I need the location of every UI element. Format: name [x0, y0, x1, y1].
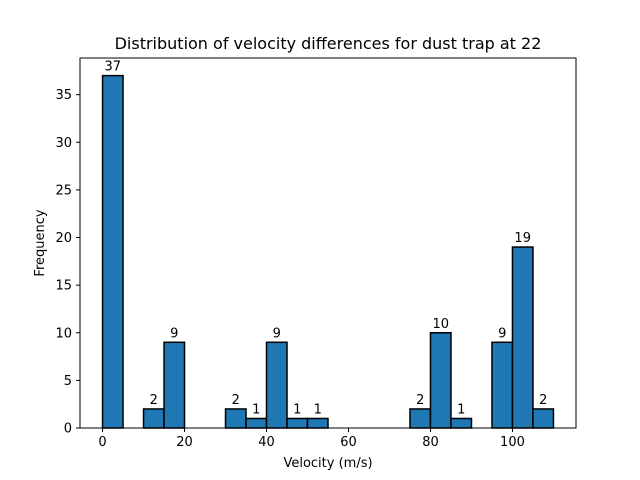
histogram-bar: [224, 408, 247, 429]
bar-value-label: 9: [273, 326, 281, 341]
histogram-bar: [450, 417, 473, 429]
y-axis-ticks: 0 5 10 15 20 25 30 35: [55, 88, 80, 437]
x-tick-label: 40: [258, 435, 275, 450]
bar-value-label: 9: [170, 326, 178, 341]
x-axis-label: Velocity (m/s): [283, 456, 372, 471]
histogram-bar: [101, 74, 124, 429]
y-tick-label: 0: [64, 422, 72, 437]
histogram-bar: [532, 408, 555, 429]
bar-value-label: 37: [105, 60, 122, 75]
y-tick-label: 25: [55, 183, 72, 198]
x-tick-label: 60: [340, 435, 357, 450]
histogram-bar: [142, 408, 165, 429]
histogram-bar: [429, 332, 452, 429]
y-axis-label: Frequency: [33, 209, 48, 276]
bar-value-label: 2: [539, 393, 547, 408]
histogram-bar: [245, 417, 268, 429]
y-tick-label: 35: [55, 88, 72, 103]
y-tick-label: 10: [55, 326, 72, 341]
histogram-bar: [286, 417, 309, 429]
histogram-bar: [511, 246, 534, 429]
y-tick-label: 15: [55, 279, 72, 294]
x-axis-ticks: 0 20 40 60 80 100: [98, 428, 525, 450]
chart-title: Distribution of velocity differences for…: [115, 34, 542, 53]
bar-value-label: 1: [252, 402, 260, 417]
x-tick-label: 100: [500, 435, 525, 450]
bar-value-label: 19: [514, 231, 531, 246]
bar-value-label: 9: [498, 326, 506, 341]
bar-value-label: 2: [416, 393, 424, 408]
bar-group: [101, 74, 555, 429]
x-tick-label: 0: [98, 435, 106, 450]
bar-value-label: 1: [314, 402, 322, 417]
histogram-bar: [163, 341, 186, 429]
bar-value-label: 10: [432, 317, 449, 332]
histogram-bar: [306, 417, 329, 429]
bar-value-label: 1: [293, 402, 301, 417]
y-tick-label: 5: [64, 374, 72, 389]
bar-value-label: 1: [457, 402, 465, 417]
bar-value-label: 2: [232, 393, 240, 408]
histogram-bar: [409, 408, 432, 429]
x-tick-label: 80: [422, 435, 439, 450]
x-tick-label: 20: [176, 435, 193, 450]
bar-value-label: 2: [150, 393, 158, 408]
plot-frame: [79, 57, 577, 429]
y-tick-label: 30: [55, 136, 72, 151]
histogram-bar: [491, 341, 514, 429]
y-tick-label: 20: [55, 231, 72, 246]
histogram-bar: [265, 341, 288, 429]
